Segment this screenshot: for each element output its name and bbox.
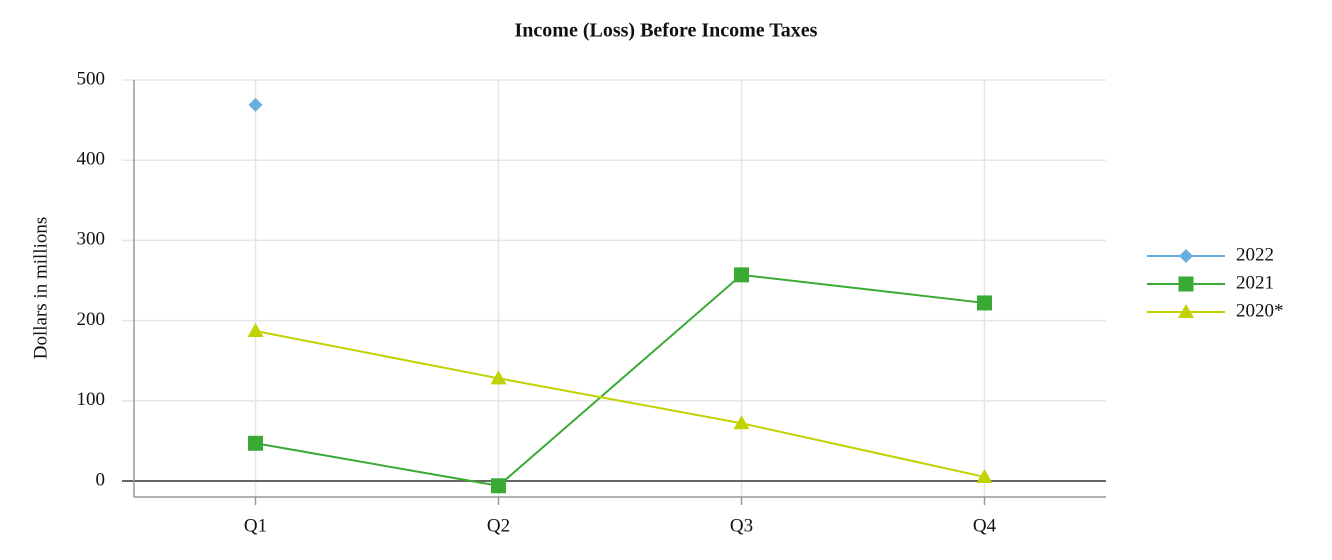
y-axis-label: Dollars in millions: [30, 217, 51, 360]
y-tick-label: 300: [77, 229, 106, 250]
y-tick-label: 100: [77, 389, 106, 410]
legend-label: 2022: [1236, 244, 1274, 265]
y-tick-label: 400: [77, 149, 106, 170]
chart-title: Income (Loss) Before Income Taxes: [515, 20, 818, 42]
x-tick-label: Q4: [973, 515, 997, 536]
series-line: [255, 273, 985, 487]
y-tick-label: 200: [77, 309, 106, 330]
x-tick-label: Q1: [244, 515, 267, 536]
x-tick-label: Q2: [487, 515, 510, 536]
y-tick-label: 500: [77, 68, 106, 89]
marker-triangle: [976, 468, 993, 483]
x-tick-label: Q3: [730, 515, 753, 536]
marker-triangle: [247, 323, 264, 338]
marker-triangle: [1178, 304, 1194, 318]
series-line: [255, 330, 985, 478]
marker-triangle: [733, 415, 750, 430]
y-tick-label: 0: [96, 469, 106, 490]
legend-label: 2020*: [1236, 300, 1284, 321]
marker-square: [1178, 276, 1194, 292]
marker-triangle: [490, 370, 507, 385]
legend-label: 2021: [1236, 272, 1274, 293]
marker-square: [491, 478, 506, 494]
marker-diamond: [1179, 249, 1193, 263]
marker-square: [977, 295, 992, 311]
marker-diamond: [248, 97, 263, 112]
marker-square: [734, 267, 749, 283]
marker-square: [248, 435, 263, 451]
